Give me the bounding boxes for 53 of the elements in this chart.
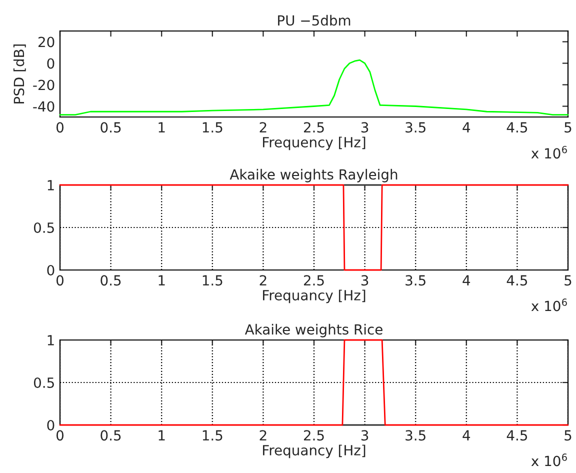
x-tick-label: 2.5 xyxy=(304,275,324,286)
x-tick-label: 4 xyxy=(462,122,470,132)
chart-title: PU −5dbm xyxy=(278,14,350,26)
x-tick-label: 0.5 xyxy=(100,430,121,441)
x-tick-label: 0 xyxy=(56,275,64,286)
x-axis-title: Frequancy [Hz] xyxy=(263,290,366,304)
x-axis-title: Frequancy [Hz] xyxy=(263,444,366,458)
x-tick-label: 1 xyxy=(158,122,165,132)
y-axis-title: PSD [dB] xyxy=(13,44,26,104)
x-tick-label: 5 xyxy=(564,275,572,286)
x-tick-label: 2 xyxy=(260,275,266,286)
x-tick-label: 1.5 xyxy=(202,275,222,286)
x-tick-label: 1 xyxy=(158,430,165,440)
y-tick-label: 0.5 xyxy=(34,377,54,388)
x-tick-label: 4.5 xyxy=(506,430,528,441)
x-tick-label: 0 xyxy=(56,430,64,441)
x-tick-label: 4.5 xyxy=(506,275,528,286)
x-tick-label: 3 xyxy=(361,122,368,133)
x-tick-label: 4 xyxy=(462,430,470,440)
x-tick-label: 1.5 xyxy=(202,122,222,133)
x-tick-label: 3 xyxy=(361,430,368,441)
x-tick-label: 4 xyxy=(462,275,470,286)
text: x 10$^{6}$ xyxy=(531,298,567,312)
x-tick-label: 4.5 xyxy=(506,122,528,133)
text: x 10$^{6}$ xyxy=(531,454,567,466)
x-tick-label: 5 xyxy=(564,430,572,441)
x-tick-label: 5 xyxy=(564,122,572,133)
x-tick-label: 3.5 xyxy=(406,275,426,286)
x-tick-label: 2 xyxy=(260,430,266,440)
y-tick-label: 1 xyxy=(48,335,54,346)
y-tick-label: -40 xyxy=(33,101,54,112)
x-axis-title: Frequency [Hz] xyxy=(262,136,366,150)
x-tick-label: 0 xyxy=(56,122,64,133)
x-tick-label: 0.5 xyxy=(100,275,121,286)
y-tick-label: 1 xyxy=(48,180,54,190)
y-tick-label: 0 xyxy=(47,264,54,276)
x-tick-label: 2.5 xyxy=(304,122,324,133)
x-tick-label: 1.5 xyxy=(202,430,222,441)
x-tick-label: 2 xyxy=(260,122,266,132)
x-tick-label: 3.5 xyxy=(406,122,426,133)
chart-title: Akaike weights Rice xyxy=(244,324,382,338)
text: x 10$^{6}$ xyxy=(531,146,567,159)
x-tick-label: 3.5 xyxy=(406,430,426,441)
x-tick-label: 3 xyxy=(361,275,368,286)
x-tick-label: 1 xyxy=(158,275,165,286)
y-tick-label: -20 xyxy=(33,80,54,90)
chart-title: Akaike weights Rayleigh xyxy=(230,168,398,182)
x-tick-label: 2.5 xyxy=(304,430,324,441)
y-tick-label: 0 xyxy=(47,420,54,430)
y-tick-label: 0.5 xyxy=(34,222,54,233)
y-tick-label: 0 xyxy=(47,58,54,69)
y-tick-label: 20 xyxy=(38,36,54,48)
x-tick-label: 0.5 xyxy=(100,122,121,133)
